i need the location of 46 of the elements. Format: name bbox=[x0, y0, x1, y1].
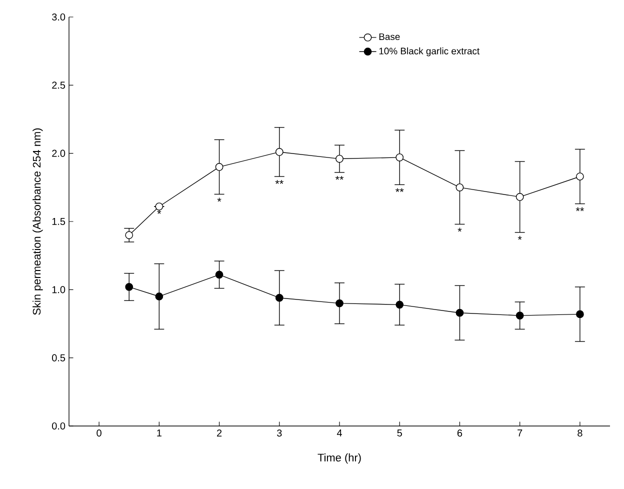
point bbox=[456, 183, 464, 192]
point bbox=[275, 148, 284, 156]
y-tick-label: 3.0 bbox=[52, 13, 66, 21]
point bbox=[576, 310, 584, 318]
annotation: ** bbox=[396, 188, 404, 192]
annotation: ** bbox=[576, 207, 584, 212]
point bbox=[396, 300, 404, 309]
y-tick-label: 2.5 bbox=[52, 82, 66, 89]
point bbox=[516, 312, 524, 320]
point bbox=[336, 299, 344, 308]
y-tick-label: 1.0 bbox=[52, 286, 66, 294]
annotation: ** bbox=[275, 180, 284, 184]
x-tick-label: 6 bbox=[457, 430, 462, 437]
annotation: * bbox=[518, 236, 522, 240]
point bbox=[215, 163, 224, 171]
x-tick-label: 2 bbox=[217, 430, 222, 436]
y-tick-label: 2.0 bbox=[52, 150, 66, 157]
legend-label: 10% Black garlic extract bbox=[379, 47, 480, 56]
x-tick-label: 4 bbox=[336, 430, 342, 436]
point bbox=[215, 270, 224, 279]
x-tick-label: 7 bbox=[518, 430, 522, 436]
point bbox=[155, 292, 164, 300]
legend-label: Base bbox=[379, 33, 400, 40]
point bbox=[396, 153, 404, 162]
annotation: * bbox=[458, 228, 462, 232]
point bbox=[125, 283, 134, 291]
x-tick-label: 3 bbox=[276, 430, 282, 437]
y-tick-label: 0.0 bbox=[52, 422, 66, 430]
x-tick-label: 8 bbox=[578, 430, 582, 437]
point bbox=[516, 193, 524, 201]
annotation: ** bbox=[335, 176, 344, 180]
y-tick-label: 1.5 bbox=[52, 218, 66, 225]
point bbox=[125, 231, 134, 240]
point bbox=[456, 308, 464, 317]
y-axis-title: Skin permeation (Absorbance 254 nm) bbox=[32, 128, 43, 315]
x-axis-title: Time (hr) bbox=[318, 453, 361, 464]
point bbox=[275, 294, 284, 302]
point bbox=[576, 172, 584, 180]
x-tick-label: 5 bbox=[397, 430, 402, 436]
point bbox=[336, 154, 344, 163]
x-tick-label: 0 bbox=[96, 430, 102, 437]
x-tick-label: 1 bbox=[157, 430, 162, 436]
point bbox=[155, 202, 164, 210]
y-tick-label: 0.5 bbox=[52, 354, 66, 362]
annotation: * bbox=[217, 198, 222, 202]
annotation: * bbox=[157, 210, 162, 214]
